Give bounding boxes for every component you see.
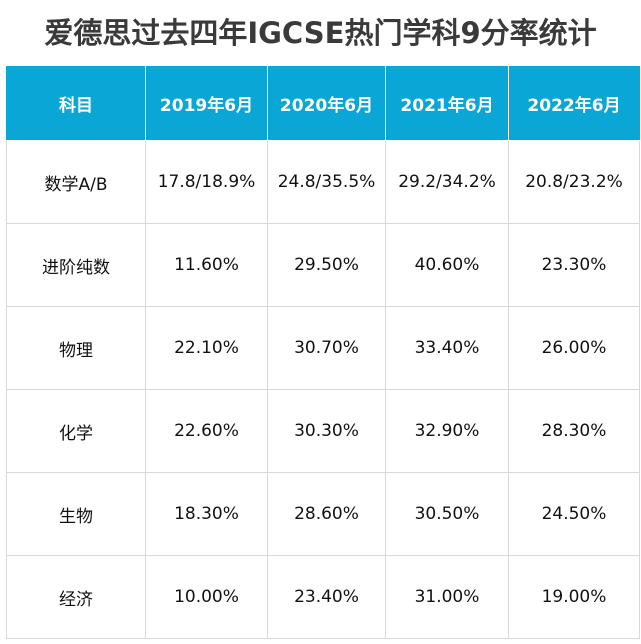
- subject-cell: 物理: [6, 306, 146, 390]
- rate-cell: 28.30%: [508, 389, 640, 473]
- table-row: 进阶纯数 11.60% 29.50% 40.60% 23.30%: [6, 223, 640, 307]
- grade9-rate-table: 科目 2019年6月 2020年6月 2021年6月 2022年6月 数学A/B…: [6, 66, 640, 639]
- table-header-row: 科目 2019年6月 2020年6月 2021年6月 2022年6月: [6, 66, 640, 141]
- rate-cell: 40.60%: [385, 223, 509, 307]
- rate-cell: 18.30%: [145, 472, 268, 556]
- rate-cell: 30.50%: [385, 472, 509, 556]
- rate-cell: 31.00%: [385, 555, 509, 639]
- rate-cell: 24.50%: [508, 472, 640, 556]
- subject-cell: 化学: [6, 389, 146, 473]
- rate-cell: 30.70%: [267, 306, 386, 390]
- rate-cell: 20.8/23.2%: [508, 140, 640, 224]
- rate-cell: 32.90%: [385, 389, 509, 473]
- rate-cell: 10.00%: [145, 555, 268, 639]
- rate-cell: 23.30%: [508, 223, 640, 307]
- rate-cell: 17.8/18.9%: [145, 140, 268, 224]
- subject-cell: 生物: [6, 472, 146, 556]
- header-2020-june: 2020年6月: [267, 66, 386, 141]
- rate-cell: 29.50%: [267, 223, 386, 307]
- table-row: 物理 22.10% 30.70% 33.40% 26.00%: [6, 306, 640, 390]
- rate-cell: 26.00%: [508, 306, 640, 390]
- rate-cell: 11.60%: [145, 223, 268, 307]
- header-2022-june: 2022年6月: [508, 66, 640, 141]
- rate-cell: 23.40%: [267, 555, 386, 639]
- rate-cell: 19.00%: [508, 555, 640, 639]
- rate-cell: 29.2/34.2%: [385, 140, 509, 224]
- rate-cell: 33.40%: [385, 306, 509, 390]
- header-2021-june: 2021年6月: [385, 66, 509, 141]
- subject-cell: 数学A/B: [6, 140, 146, 224]
- table-row: 数学A/B 17.8/18.9% 24.8/35.5% 29.2/34.2% 2…: [6, 140, 640, 224]
- subject-cell: 进阶纯数: [6, 223, 146, 307]
- table-row: 化学 22.60% 30.30% 32.90% 28.30%: [6, 389, 640, 473]
- rate-cell: 28.60%: [267, 472, 386, 556]
- page-title: 爱德思过去四年IGCSE热门学科9分率统计: [44, 16, 597, 50]
- subject-cell: 经济: [6, 555, 146, 639]
- header-subject: 科目: [6, 66, 146, 141]
- header-2019-june: 2019年6月: [145, 66, 268, 141]
- rate-cell: 22.10%: [145, 306, 268, 390]
- rate-cell: 22.60%: [145, 389, 268, 473]
- table-row: 生物 18.30% 28.60% 30.50% 24.50%: [6, 472, 640, 556]
- rate-cell: 30.30%: [267, 389, 386, 473]
- table-row: 经济 10.00% 23.40% 31.00% 19.00%: [6, 555, 640, 639]
- rate-cell: 24.8/35.5%: [267, 140, 386, 224]
